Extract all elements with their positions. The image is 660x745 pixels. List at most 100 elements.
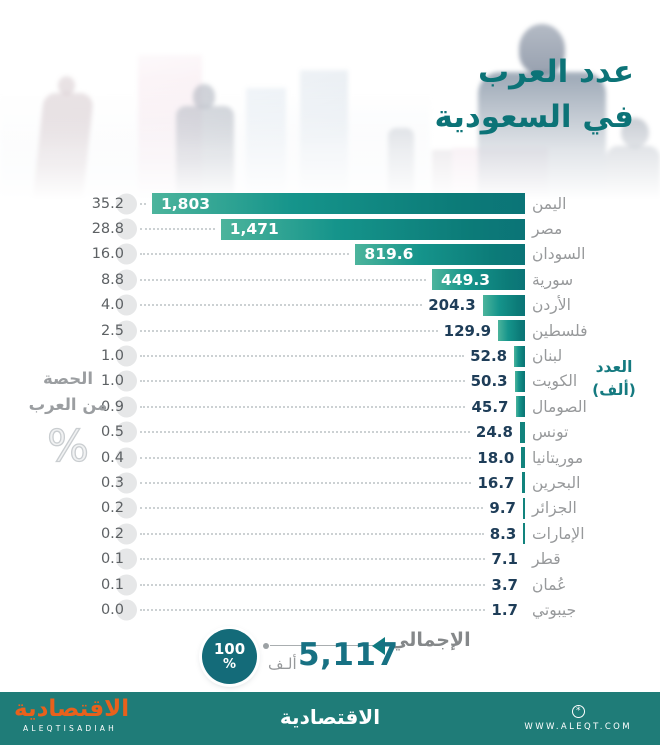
leader-dotted-line: [140, 253, 350, 256]
collage-person-silhouette: [58, 76, 75, 95]
percent-value: 1.0: [100, 348, 124, 365]
percent-badge: 0.3: [88, 470, 124, 495]
percent-value: 0.3: [100, 474, 124, 491]
percent-value: 8.8: [100, 271, 124, 288]
percent-badge: 0.5: [88, 420, 124, 445]
country-label: سورية: [532, 270, 574, 289]
chart-row: 16.0 819.6 السودان: [88, 242, 634, 267]
country-label: جيبوتي: [532, 600, 577, 619]
bar: 819.6: [355, 243, 525, 265]
percent-value: 0.9: [100, 398, 124, 415]
chart-row: 0.2 8.3 الإمارات: [88, 521, 634, 546]
leader-dotted-line: [140, 431, 470, 434]
bar-value-label: 9.7: [489, 499, 516, 518]
country-label: الأردن: [532, 296, 571, 315]
hero-photo-collage: [0, 0, 660, 208]
percent-badge: 4.0: [88, 293, 124, 318]
bar-value-label: 1.7: [491, 600, 518, 619]
percent-value: 0.1: [100, 551, 124, 568]
percent-symbol-icon: %: [46, 421, 89, 473]
collage-shape: [300, 70, 348, 208]
page-title: عدد العرب في السعودية: [434, 50, 634, 140]
country-label: الكويت: [532, 372, 578, 391]
total-percent-badge: 100 %: [202, 629, 257, 684]
country-label: الإمارات: [532, 524, 585, 543]
percent-value: 35.2: [91, 195, 124, 212]
chart-row: 0.5 24.8 تونس: [88, 420, 634, 445]
country-label: مصر: [532, 220, 563, 239]
country-label: السودان: [532, 245, 586, 264]
leader-dotted-line: [140, 304, 423, 307]
percent-badge: 28.8: [88, 216, 124, 241]
country-label: البحرين: [532, 473, 581, 492]
count-axis-line2: (ألف): [592, 381, 636, 400]
percent-value: 2.5: [100, 322, 124, 339]
country-label: تونس: [532, 423, 569, 442]
count-axis-label: العدد (ألف): [582, 356, 646, 403]
leader-dotted-line: [140, 456, 472, 459]
percent-badge: 0.0: [88, 597, 124, 622]
percent-value: 0.2: [100, 525, 124, 542]
percent-badge: 1.0: [88, 369, 124, 394]
percent-badge: 0.4: [88, 445, 124, 470]
percent-badge: 35.2: [88, 191, 124, 216]
percent-value: 0.2: [100, 500, 124, 517]
percent-value: 0.1: [100, 576, 124, 593]
total-label: الإجمالي: [390, 629, 471, 651]
bar: 449.3: [432, 269, 525, 291]
footer-bar: الاقتصادية ALEQTISADIAH الاقتصادية * WWW…: [0, 692, 660, 745]
percent-value: 4.0: [100, 297, 124, 314]
chart-row: 1.0 52.8 لبنان: [88, 343, 634, 368]
bar: [521, 447, 525, 469]
bar-chart: 35.2 1,803 اليمن 28.8 1,471 مصر 16.0 819.6 السود…: [88, 191, 634, 623]
bar: 1,803: [152, 193, 525, 215]
leader-dotted-line: [140, 608, 486, 611]
percent-value: 0.4: [100, 449, 124, 466]
percent-value: 1.0: [100, 373, 124, 390]
chart-row: 0.2 9.7 الجزائر: [88, 496, 634, 521]
leader-dotted-line: [140, 532, 484, 535]
percent-badge: 8.8: [88, 267, 124, 292]
bar: [482, 294, 525, 316]
bar-value-label: 1,803: [161, 194, 211, 213]
bar-value-label: 3.7: [491, 575, 518, 594]
leader-dotted-line: [140, 558, 486, 561]
bar-value-label: 449.3: [441, 270, 491, 289]
page-title-line1: عدد العرب: [478, 54, 634, 90]
chart-row: 4.0 204.3 الأردن: [88, 293, 634, 318]
percent-badge: 1.0: [88, 343, 124, 368]
footer-newspaper-name: الاقتصادية: [279, 705, 381, 729]
bar-value-label: 18.0: [477, 448, 515, 467]
share-axis-line1: الحصة: [42, 369, 93, 388]
total-percent-value: 100: [213, 640, 246, 659]
newspaper-logo-arabic: الاقتصادية: [14, 696, 130, 722]
percent-badge: 0.2: [88, 521, 124, 546]
total-unit: ألـف: [268, 655, 297, 673]
country-label: فلسطين: [532, 321, 588, 340]
total-value: 5,117: [298, 637, 399, 673]
chart-row: 2.5 129.9 فلسطين: [88, 318, 634, 343]
bar: [515, 396, 525, 418]
leader-dotted-line: [140, 507, 484, 510]
chart-row: 0.4 18.0 موريتانيا: [88, 445, 634, 470]
chart-row: 1.0 50.3 الكويت: [88, 369, 634, 394]
total-leader-line: [270, 645, 373, 646]
collage-shape: [138, 55, 202, 208]
collage-shape: [246, 88, 286, 208]
total-leader-dot: [263, 643, 269, 649]
newspaper-logo-latin: ALEQTISADIAH: [23, 724, 117, 734]
percent-badge: 2.5: [88, 318, 124, 343]
bar: [514, 370, 525, 392]
leader-dotted-line: [140, 355, 465, 358]
bar-value-label: 50.3: [470, 372, 508, 391]
footer-website-block: * WWW.ALEQT.COM: [524, 698, 632, 732]
bar: [523, 497, 525, 519]
country-label: اليمن: [532, 194, 567, 213]
country-label: عُمان: [532, 575, 567, 594]
leader-dotted-line: [140, 278, 426, 281]
country-label: قطر: [532, 550, 561, 569]
bar: [519, 421, 525, 443]
bar-value-label: 52.8: [470, 347, 508, 366]
bar-value-label: 8.3: [489, 524, 517, 543]
